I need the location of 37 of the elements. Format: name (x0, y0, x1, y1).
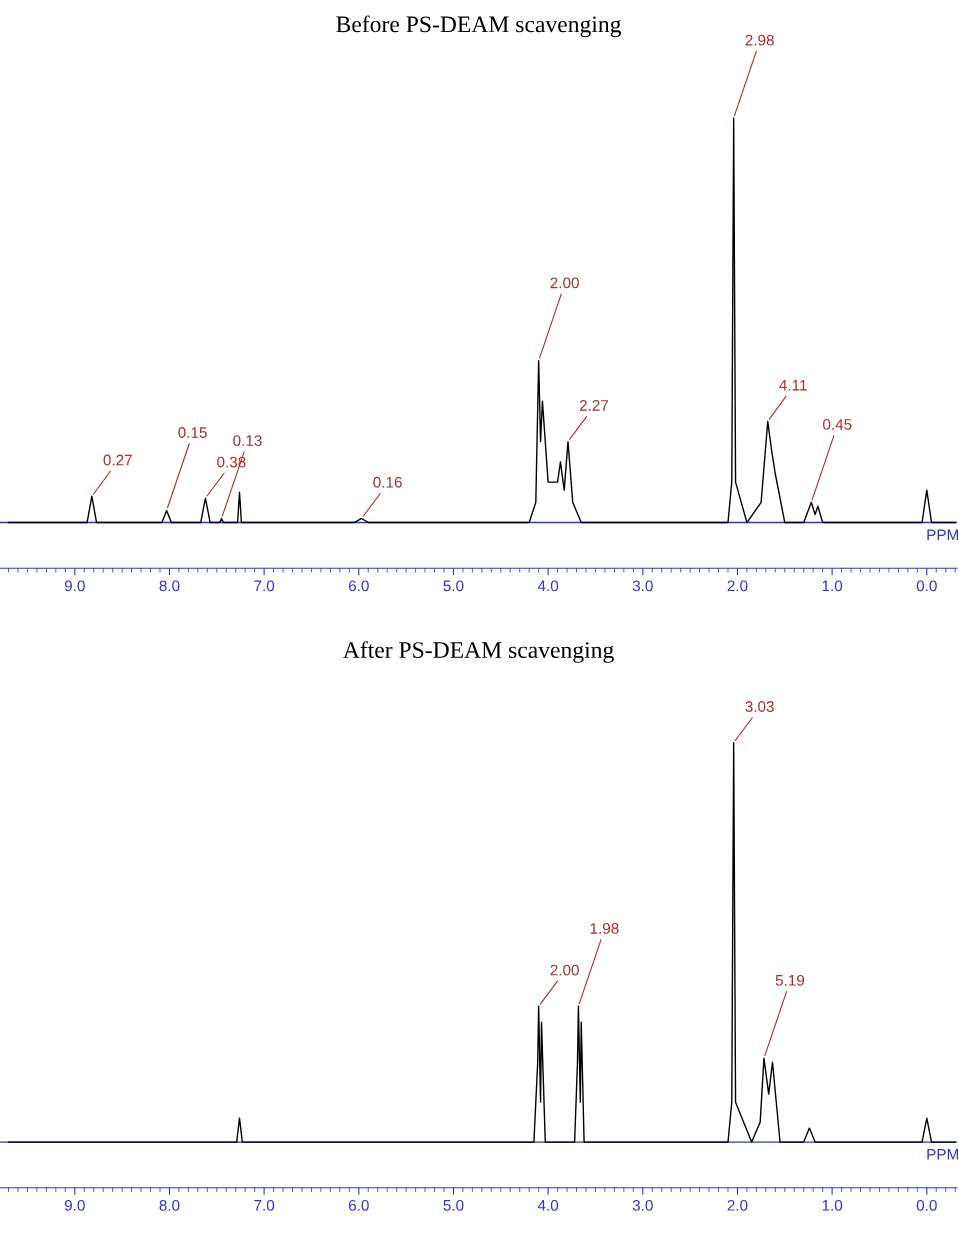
x-tick-label: 2.0 (727, 1199, 748, 1211)
x-tick-label: 8.0 (159, 580, 180, 592)
x-tick-label: 9.0 (64, 580, 85, 592)
x-tick-label: 5.0 (443, 580, 464, 592)
annotation: 4.11 (779, 379, 807, 391)
annotation: 5.19 (775, 974, 805, 986)
annotation: 0.45 (823, 419, 852, 430)
x-tick-label: 0.0 (916, 580, 937, 592)
chart-title: Before PS-DEAM scavenging (336, 15, 622, 38)
x-tick-label: 6.0 (348, 580, 369, 592)
x-tick-label: 1.0 (822, 580, 843, 592)
annotation: 0.16 (373, 476, 402, 488)
x-tick-label: 9.0 (64, 1199, 85, 1211)
x-tick-label: 8.0 (159, 1199, 180, 1211)
chart-title: After PS-DEAM scavenging (343, 641, 614, 663)
x-tick-label: 2.0 (727, 580, 748, 592)
x-axis-title: PPM (927, 529, 959, 541)
x-tick-label: 4.0 (537, 580, 559, 592)
x-tick-label: 4.0 (537, 1199, 559, 1211)
annotation: 2.00 (550, 277, 579, 289)
x-tick-label: 3.0 (632, 1199, 653, 1211)
x-tick-label: 5.0 (443, 1199, 464, 1211)
annotation: 0.13 (233, 435, 262, 447)
x-tick-label: 6.0 (348, 1199, 369, 1211)
annotation: 2.98 (745, 34, 774, 46)
annotation: 3.03 (745, 701, 774, 712)
x-tick-label: 7.0 (254, 580, 275, 592)
x-tick-label: 3.0 (632, 580, 653, 592)
x-tick-label: 1.0 (822, 1199, 843, 1211)
annotation: 0.27 (103, 454, 132, 466)
x-tick-label: 7.0 (254, 1199, 275, 1211)
annotation: 2.00 (550, 964, 579, 976)
annotation: 0.15 (178, 427, 207, 438)
x-axis-title: PPM (927, 1149, 959, 1160)
annotation: 2.27 (579, 400, 609, 411)
x-tick-label: 0.0 (916, 1199, 937, 1211)
annotation: 1.98 (590, 923, 619, 934)
